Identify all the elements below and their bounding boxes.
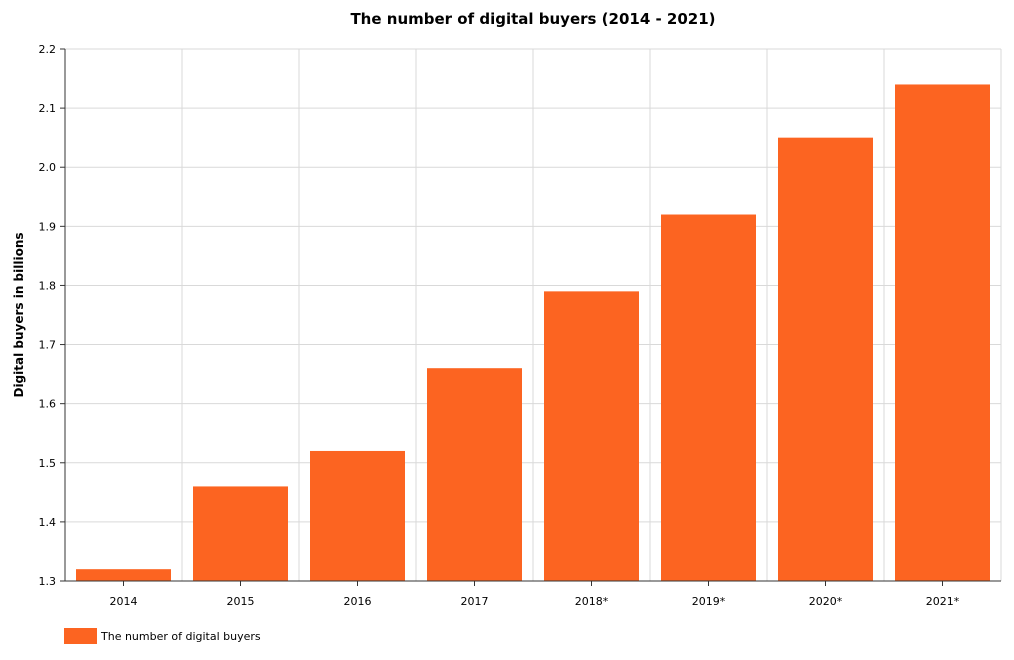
bar-2016 xyxy=(310,450,405,581)
legend-swatch xyxy=(64,628,97,644)
legend: The number of digital buyers xyxy=(64,628,261,644)
bar-2021-projected xyxy=(895,84,990,581)
y-tick-label: 1.7 xyxy=(39,339,57,352)
x-tick-label: 2020* xyxy=(809,595,843,608)
x-tick-label: 2017 xyxy=(461,595,489,608)
y-tick-label: 1.9 xyxy=(39,220,57,233)
y-tick-label: 1.3 xyxy=(39,575,57,588)
bar-2017 xyxy=(427,368,522,581)
bar-2020-projected xyxy=(778,137,873,581)
y-tick-label: 2.2 xyxy=(39,43,57,56)
y-tick-label: 2.0 xyxy=(39,161,57,174)
x-tick-label: 2015 xyxy=(227,595,255,608)
y-tick-label: 1.6 xyxy=(39,398,57,411)
y-tick-label: 1.8 xyxy=(39,279,57,292)
bar-2019-projected xyxy=(661,214,756,581)
x-tick-label: 2021* xyxy=(926,595,960,608)
tick-labels: 1.3 1.4 1.5 1.6 1.7 1.8 1.9 2.0 2.1 2.2 2014 2015 20… xyxy=(39,43,960,608)
chart-title: The number of digital buyers (2014 - 202… xyxy=(350,10,715,28)
y-tick-label: 2.1 xyxy=(39,102,57,115)
y-tick-label: 1.4 xyxy=(39,516,57,529)
x-tick-label: 2014 xyxy=(110,595,138,608)
x-tick-label: 2019* xyxy=(692,595,726,608)
legend-label: The number of digital buyers xyxy=(100,630,261,643)
x-tick-label: 2018* xyxy=(575,595,609,608)
x-tick-label: 2016 xyxy=(344,595,372,608)
bar-2015 xyxy=(193,486,288,581)
y-tick-label: 1.5 xyxy=(39,457,57,470)
bar-2014 xyxy=(76,569,171,581)
axes xyxy=(60,48,1001,586)
bars xyxy=(76,84,990,581)
y-axis-label: Digital buyers in billions xyxy=(12,232,26,397)
bar-2018-projected xyxy=(544,291,639,581)
